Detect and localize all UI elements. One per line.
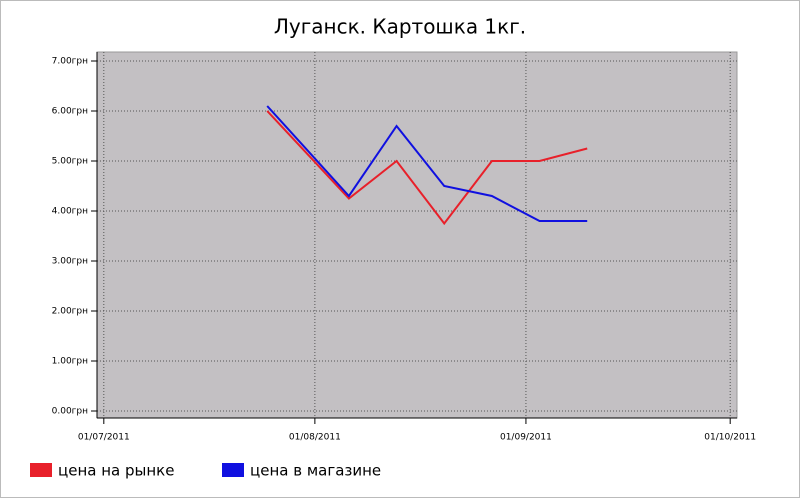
y-tick-label: 2.00грн (52, 307, 88, 317)
chart-title: Луганск. Картошка 1кг. (274, 15, 526, 39)
y-tick-label: 7.00грн (52, 57, 88, 67)
legend-swatch (30, 463, 52, 477)
x-tick-label: 01/09/2011 (500, 433, 552, 443)
y-tick-label: 4.00грн (52, 207, 88, 217)
series-line (266, 105, 588, 222)
y-tick-label: 6.00грн (52, 107, 88, 117)
y-tick-label: 0.00грн (52, 407, 88, 417)
x-tick-label: 01/08/2011 (289, 433, 341, 443)
plot-area (96, 51, 738, 419)
legend-label: цена на рынке (58, 462, 174, 480)
series-line (266, 110, 588, 226)
y-tick-label: 1.00грн (52, 357, 88, 367)
x-tick-label: 01/10/2011 (704, 433, 756, 443)
y-tick-label: 3.00грн (52, 257, 88, 267)
legend-swatch (222, 463, 244, 477)
y-tick-label: 5.00грн (52, 157, 88, 167)
legend-label: цена в магазине (250, 462, 381, 480)
x-tick-label: 01/07/2011 (78, 433, 130, 443)
